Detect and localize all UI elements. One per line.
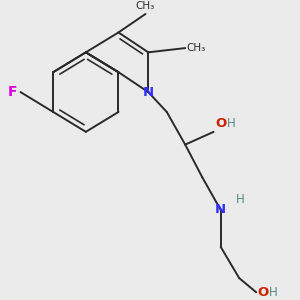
- Text: H: H: [226, 117, 235, 130]
- Text: H: H: [269, 286, 278, 299]
- Text: H: H: [236, 193, 245, 206]
- Text: CH₃: CH₃: [136, 1, 155, 10]
- Text: F: F: [8, 85, 17, 99]
- Text: O: O: [215, 117, 226, 130]
- Text: N: N: [143, 85, 154, 99]
- Text: N: N: [215, 203, 226, 216]
- Text: CH₃: CH₃: [187, 43, 206, 53]
- Text: O: O: [258, 286, 269, 299]
